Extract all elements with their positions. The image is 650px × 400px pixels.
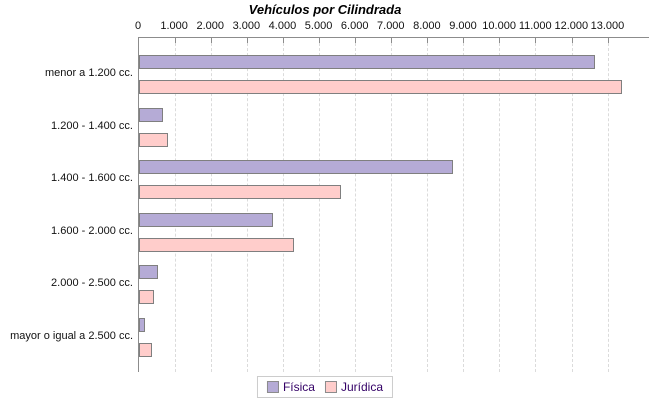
gridline-7000: [391, 38, 393, 372]
gridline-12000: [571, 38, 573, 372]
legend-swatch-icon: [324, 381, 337, 393]
legend-label: Física: [282, 380, 315, 394]
x-tick-label: 2.000: [196, 20, 224, 32]
x-tick-label: 0: [134, 20, 142, 32]
category-label: 2.000 - 2.500 cc.: [51, 277, 133, 290]
x-tick-label: 1.000: [160, 20, 188, 32]
gridline-6000: [355, 38, 357, 372]
tick-mark-10000: [499, 38, 501, 43]
x-tick-label: 11.000: [518, 20, 552, 32]
bar-juridica[interactable]: [139, 237, 295, 252]
x-tick-label: 10.000: [482, 20, 516, 32]
x-tick-label: 8.000: [413, 20, 441, 32]
gridline-13000: [607, 38, 609, 372]
legend-label: Jurídica: [340, 380, 384, 394]
gridline-5000: [319, 38, 321, 372]
bar-fisica[interactable]: [139, 160, 453, 174]
tick-mark-2000: [211, 38, 213, 43]
legend-item-juridica[interactable]: Jurídica: [324, 380, 384, 394]
legend-item-fisica[interactable]: Física: [266, 380, 315, 394]
x-tick-label: 3.000: [232, 20, 261, 32]
x-tick-label: 4.000: [268, 20, 297, 32]
gridline-8000: [427, 38, 429, 372]
bar-fisica[interactable]: [139, 317, 145, 332]
gridline-4000: [283, 38, 285, 372]
bar-juridica[interactable]: [139, 185, 342, 200]
gridline-1000: [175, 38, 177, 372]
x-tick-label: 5.000: [304, 20, 333, 32]
bar-fisica[interactable]: [139, 212, 273, 227]
legend-swatch-icon: [266, 381, 279, 393]
gridline-10000: [499, 38, 501, 372]
x-tick-label: 12.000: [554, 20, 589, 32]
bar-fisica[interactable]: [139, 55, 596, 69]
bar-juridica[interactable]: [139, 290, 155, 305]
gridline-9000: [463, 38, 465, 372]
bar-fisica[interactable]: [139, 107, 163, 122]
category-label: menor a 1.200 cc.: [44, 67, 133, 80]
gridline-11000: [535, 38, 537, 372]
tick-mark-7000: [391, 38, 393, 43]
legend: Física Jurídica: [256, 376, 394, 398]
x-tick-label: 6.000: [340, 20, 369, 32]
x-tick-label: 13.000: [590, 20, 625, 32]
bar-juridica[interactable]: [139, 342, 152, 357]
tick-mark-4000: [283, 38, 285, 43]
x-axis-tick-labels: 0 1.000 2.000 3.000 4.000 5.000 6.000 7.000 8.00…: [134, 20, 649, 33]
gridline-2000: [211, 38, 213, 372]
plot-area: [138, 37, 649, 372]
tick-mark-6000: [355, 38, 357, 43]
tick-mark-13000: [607, 38, 609, 43]
x-tick-label: 7.000: [377, 20, 405, 32]
gridline-3000: [247, 38, 249, 372]
x-tick-label: 9.000: [449, 20, 477, 32]
bar-fisica[interactable]: [139, 265, 159, 279]
category-label: 1.400 - 1.600 cc.: [51, 172, 133, 185]
tick-mark-1000: [175, 38, 177, 43]
tick-mark-9000: [463, 38, 465, 43]
bar-juridica[interactable]: [139, 80, 623, 95]
tick-mark-5000: [319, 38, 321, 43]
y-axis-category-labels: menor a 1.200 cc. 1.200 - 1.400 cc. 1.400 …: [0, 0, 133, 400]
category-label: 1.200 - 1.400 cc.: [51, 119, 133, 132]
tick-mark-8000: [427, 38, 429, 43]
chart-title: Vehículos por Cilindrada: [248, 2, 402, 17]
tick-mark-12000: [571, 38, 573, 43]
category-label: 1.600 - 2.000 cc.: [51, 224, 133, 237]
category-label: mayor o igual a 2.500 cc.: [10, 329, 133, 342]
tick-mark-11000: [535, 38, 537, 43]
bar-juridica[interactable]: [139, 132, 168, 147]
tick-mark-3000: [247, 38, 249, 43]
